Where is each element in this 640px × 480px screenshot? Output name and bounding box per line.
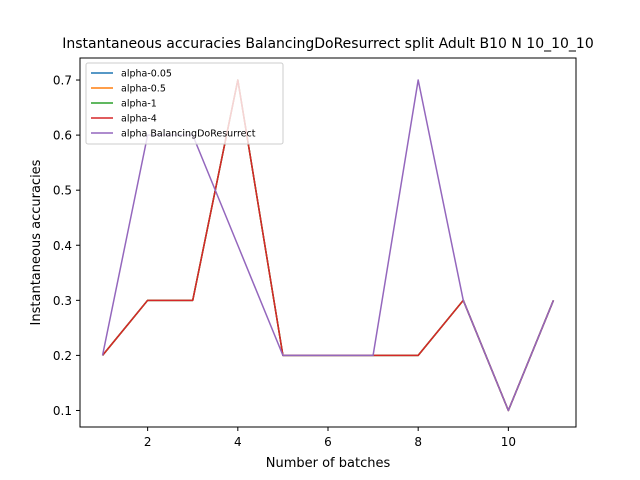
y-tick-label: 0.3 xyxy=(53,294,72,308)
y-tick-label: 0.6 xyxy=(53,129,72,143)
legend-label: alpha-4 xyxy=(121,114,157,125)
x-axis-label: Number of batches xyxy=(266,456,391,471)
y-tick-label: 0.5 xyxy=(53,184,72,198)
y-tick-label: 0.1 xyxy=(53,404,72,418)
x-tick-label: 4 xyxy=(234,435,242,449)
legend: alpha-0.05 alpha-0.5 alpha-1 alpha-4 alpha B… xyxy=(85,62,284,145)
x-tick-label: 2 xyxy=(144,435,152,449)
legend-label: alpha BalancingDoResurrect xyxy=(121,129,256,140)
x-tick-label: 8 xyxy=(414,435,422,449)
series-layer xyxy=(101,79,555,412)
x-tick-label: 10 xyxy=(501,435,516,449)
chart-title: Instantaneous accuracies BalancingDoResu… xyxy=(62,36,593,52)
y-axis-label: Instantaneous accuracies xyxy=(29,159,44,325)
y-tick-label: 0.4 xyxy=(53,239,72,253)
y-tick-label: 0.7 xyxy=(53,74,72,88)
legend-frame xyxy=(85,62,284,145)
y-tick-label: 0.2 xyxy=(53,349,72,363)
legend-label: alpha-0.5 xyxy=(121,84,166,95)
legend-label: alpha-0.05 xyxy=(121,69,172,80)
y-axis: 0.1 0.2 0.3 0.4 0.5 0.6 0.7 xyxy=(53,74,80,418)
legend-label: alpha-1 xyxy=(121,99,157,110)
x-axis: 2 4 6 8 10 xyxy=(144,427,516,449)
x-tick-label: 6 xyxy=(324,435,332,449)
